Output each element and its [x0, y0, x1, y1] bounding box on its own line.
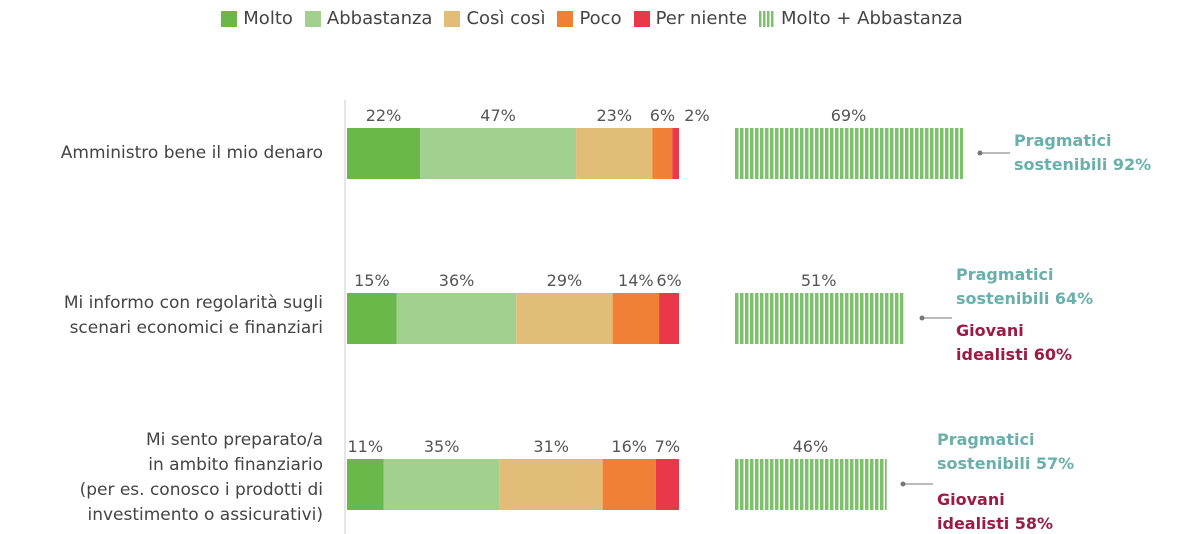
legend-label: Molto [243, 8, 293, 29]
value-label: 29% [547, 271, 583, 290]
legend-label: Poco [579, 8, 622, 29]
bar-segment [396, 293, 517, 344]
category-label: Mi informo con regolarità sugli scenari … [63, 293, 323, 338]
value-label: 15% [354, 271, 390, 290]
value-label: 6% [656, 271, 681, 290]
value-label: 6% [650, 106, 675, 125]
value-label: 31% [533, 437, 569, 456]
annotation: Pragmatici sostenibili 64% [956, 265, 1094, 308]
value-label: 69% [831, 106, 867, 125]
legend-label: Molto + Abbastanza [781, 8, 963, 29]
legend-item: Molto + Abbastanza [759, 8, 963, 29]
legend-item: Così così [444, 8, 545, 29]
bar-segment [576, 128, 653, 179]
legend-swatch [221, 10, 238, 27]
legend-swatch [304, 10, 321, 27]
bar-segment [383, 459, 500, 510]
bar-segment [659, 293, 679, 344]
legend-item: Molto [221, 8, 293, 29]
value-label: 47% [480, 106, 516, 125]
legend-label: Abbastanza [326, 8, 433, 29]
legend-swatch [557, 10, 574, 27]
value-label: 2% [684, 106, 709, 125]
legend-swatch [444, 10, 461, 27]
value-label: 23% [596, 106, 632, 125]
legend-swatch [633, 10, 650, 27]
legend-label: Per niente [655, 8, 748, 29]
value-label: 11% [347, 437, 383, 456]
value-label: 14% [618, 271, 654, 290]
value-label: 51% [801, 271, 837, 290]
bar-segment [516, 293, 613, 344]
value-label: 46% [793, 437, 829, 456]
bar-segment [499, 459, 603, 510]
legend-item: Per niente [633, 8, 748, 29]
value-label: 36% [439, 271, 475, 290]
bar-segment [655, 459, 679, 510]
total-bar [734, 293, 904, 344]
total-bar [734, 128, 964, 179]
bar-segment [612, 293, 660, 344]
annotation: Pragmatici sostenibili 92% [1014, 131, 1152, 174]
bar-segment [602, 459, 656, 510]
total-bar [734, 459, 887, 510]
bar-segment [652, 128, 673, 179]
bar-segment [672, 128, 679, 179]
value-label: 16% [611, 437, 647, 456]
bar-segment [347, 128, 421, 179]
legend-swatch [759, 10, 776, 27]
value-label: 22% [366, 106, 402, 125]
legend-item: Poco [557, 8, 622, 29]
bar-segment [347, 459, 384, 510]
bar-segment [347, 293, 397, 344]
bar-segment [420, 128, 577, 179]
legend-label: Così così [466, 8, 546, 29]
annotation: Pragmatici sostenibili 57% [937, 430, 1075, 473]
value-label: 35% [424, 437, 460, 456]
annotation: Giovani idealisti 58% [937, 490, 1054, 533]
legend: Molto Abbastanza Così così Poco Per niente Mo… [0, 8, 1184, 29]
value-label: 7% [655, 437, 680, 456]
legend-item: Abbastanza [304, 8, 433, 29]
category-label: Mi sento preparato/a in ambito finanziar… [79, 430, 323, 525]
annotation: Giovani idealisti 60% [956, 321, 1073, 364]
category-label: Amministro bene il mio denaro [60, 143, 323, 163]
